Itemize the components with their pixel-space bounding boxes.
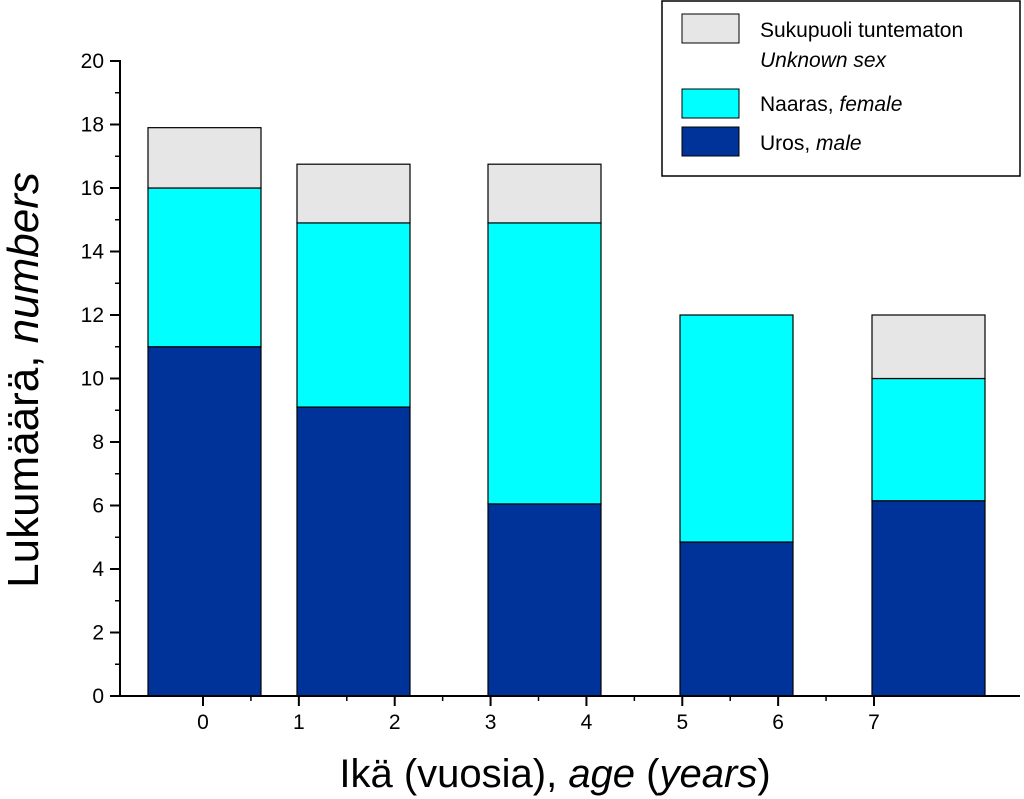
- bar-5-male-segment: [871, 500, 986, 697]
- legend-label-male-italic: male: [816, 132, 862, 155]
- bar-3-male-segment: [487, 503, 602, 697]
- x-axis-title-italic-age: age: [568, 752, 635, 796]
- y-tick-label: 2: [92, 622, 104, 645]
- y-tick-label: 10: [81, 368, 104, 391]
- bar-1-male-segment: [147, 346, 262, 697]
- x-axis-title: Ikä (vuosia), age (years): [339, 752, 770, 796]
- x-axis-title-paren-close: ): [757, 752, 770, 796]
- x-tick-label: 6: [772, 711, 784, 734]
- bar-2-female-segment: [296, 222, 411, 408]
- y-axis-title-italic: numbers: [0, 172, 48, 343]
- bar-1-unknown-segment: [147, 127, 262, 189]
- legend-swatch-unknown: [681, 13, 740, 44]
- bar-4-female-segment: [679, 314, 794, 543]
- legend-label-female-plain: Naaras,: [760, 93, 839, 116]
- bar-5-female-segment: [871, 377, 986, 502]
- bar-4-male-segment: [679, 541, 794, 697]
- legend-label-female-italic: female: [839, 93, 902, 116]
- y-tick-label: 18: [81, 114, 104, 137]
- legend-label-unknown-en: Unknown sex: [760, 49, 888, 72]
- y-tick-label: 14: [81, 241, 105, 264]
- x-tick-label: 0: [197, 711, 209, 734]
- bar-2-male-segment: [296, 406, 411, 697]
- legend: Sukupuoli tuntematon Unknown sex Naaras,…: [661, 0, 1021, 177]
- y-axis-title: Lukumäärä, numbers: [0, 172, 48, 588]
- bar-3-unknown-segment: [487, 163, 602, 224]
- y-tick-label: 4: [92, 558, 104, 581]
- x-tick-label: 2: [389, 711, 401, 734]
- x-axis-title-italic-years: years: [657, 752, 758, 796]
- bar-5-unknown-segment: [871, 314, 986, 380]
- legend-label-male: Uros, male: [760, 132, 862, 155]
- x-tick-label: 7: [868, 711, 880, 734]
- y-axis-title-plain: Lukumäärä,: [0, 343, 48, 588]
- y-tick-label: 20: [81, 50, 104, 73]
- x-tick-label: 5: [676, 711, 688, 734]
- y-tick-label: 12: [81, 304, 104, 327]
- x-tick-label: 4: [581, 711, 593, 734]
- bar-2-unknown-segment: [296, 163, 411, 224]
- legend-label-unknown: Sukupuoli tuntematon: [760, 19, 963, 42]
- x-axis-title-plain: Ikä (vuosia),: [339, 752, 568, 796]
- bars-layer: [147, 127, 986, 697]
- x-tick-label: 1: [293, 711, 305, 734]
- y-tick-label: 16: [81, 177, 104, 200]
- legend-label-male-plain: Uros,: [760, 132, 816, 155]
- y-tick-label: 8: [92, 431, 104, 454]
- bar-1-female-segment: [147, 187, 262, 348]
- legend-swatch-male: [681, 126, 740, 157]
- y-tick-label: 0: [92, 685, 104, 708]
- x-tick-label: 3: [485, 711, 497, 734]
- x-axis-title-paren-open: (: [635, 752, 660, 796]
- legend-label-female: Naaras, female: [760, 93, 902, 116]
- bar-3-female-segment: [487, 222, 602, 505]
- legend-swatch-female: [681, 88, 740, 119]
- y-tick-label: 6: [92, 495, 104, 518]
